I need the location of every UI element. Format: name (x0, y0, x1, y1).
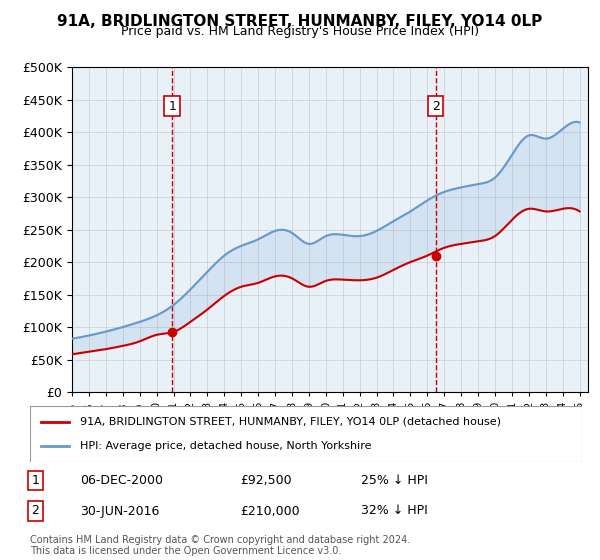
Text: 91A, BRIDLINGTON STREET, HUNMANBY, FILEY, YO14 0LP: 91A, BRIDLINGTON STREET, HUNMANBY, FILEY… (58, 14, 542, 29)
Text: 32% ↓ HPI: 32% ↓ HPI (361, 505, 428, 517)
Text: 2: 2 (432, 100, 440, 113)
Text: HPI: Average price, detached house, North Yorkshire: HPI: Average price, detached house, Nort… (80, 441, 371, 451)
FancyBboxPatch shape (30, 406, 582, 462)
Text: Contains HM Land Registry data © Crown copyright and database right 2024.
This d: Contains HM Land Registry data © Crown c… (30, 535, 410, 557)
Text: 1: 1 (32, 474, 40, 487)
Text: £210,000: £210,000 (240, 505, 299, 517)
Text: 2: 2 (32, 505, 40, 517)
Text: £92,500: £92,500 (240, 474, 292, 487)
Text: 30-JUN-2016: 30-JUN-2016 (80, 505, 159, 517)
Text: Price paid vs. HM Land Registry's House Price Index (HPI): Price paid vs. HM Land Registry's House … (121, 25, 479, 38)
Text: 1: 1 (168, 100, 176, 113)
Text: 06-DEC-2000: 06-DEC-2000 (80, 474, 163, 487)
Text: 91A, BRIDLINGTON STREET, HUNMANBY, FILEY, YO14 0LP (detached house): 91A, BRIDLINGTON STREET, HUNMANBY, FILEY… (80, 417, 500, 427)
Text: 25% ↓ HPI: 25% ↓ HPI (361, 474, 428, 487)
